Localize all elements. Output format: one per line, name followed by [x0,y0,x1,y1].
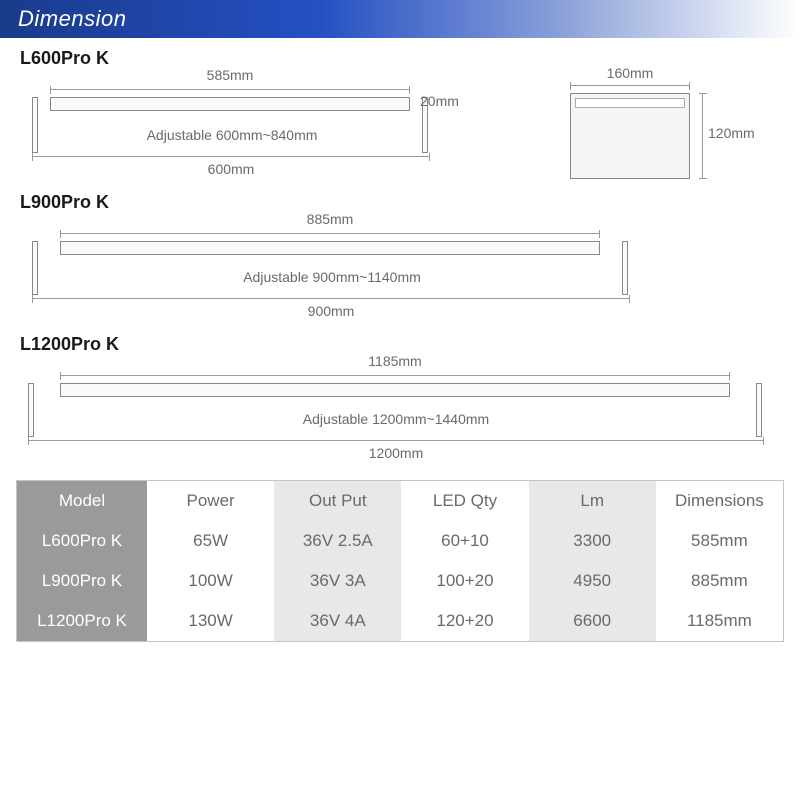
diagram-l600: 585mm 20mm Adjustable 600mm~840mm 600mm … [20,71,780,189]
top-width-label: 885mm [60,211,600,227]
top-dim-line [60,375,730,376]
table-row: 36V 4A [274,601,401,641]
diagram-l900: 885mm Adjustable 900mm~1140mm 900mm [20,215,780,331]
adjustable-label: Adjustable 900mm~1140mm [32,269,632,285]
side-box-outer [570,93,690,179]
th-ledqty: LED Qty [401,481,528,521]
table-row: 60+10 [401,521,528,561]
side-top-dim [570,85,690,86]
table-row: L600Pro K [17,521,147,561]
top-dim-line [50,89,410,90]
spec-table: Model Power Out Put LED Qty Lm Dimension… [16,480,784,642]
light-leg-right [622,241,628,295]
table-row: L900Pro K [17,561,147,601]
product-l900: L900Pro K 885mm Adjustable 900mm~1140mm … [20,192,780,328]
table-row: 585mm [656,521,783,561]
section-header: Dimension [0,0,800,38]
product-title: L1200Pro K [20,334,780,355]
light-leg-left [28,383,34,437]
bottom-dim-line [32,156,430,157]
top-width-label: 1185mm [60,353,730,369]
bottom-dim-line [28,440,764,441]
product-title: L900Pro K [20,192,780,213]
light-body [60,241,600,255]
base-width-label: 1200mm [28,445,764,461]
table-row: 4950 [529,561,656,601]
base-width-label: 600mm [32,161,430,177]
th-lm: Lm [529,481,656,521]
top-width-label: 585mm [50,67,410,83]
diagram-l1200: 1185mm Adjustable 1200mm~1440mm 1200mm [20,357,780,473]
top-dim-line [60,233,600,234]
table-row: 100+20 [401,561,528,601]
content-area: L600Pro K 585mm 20mm Adjustable 600mm~84… [0,38,800,470]
adjustable-label: Adjustable 1200mm~1440mm [28,411,764,427]
section-header-text: Dimension [18,6,126,31]
adjustable-label: Adjustable 600mm~840mm [32,127,432,143]
bottom-dim-line [32,298,630,299]
table-row: 36V 2.5A [274,521,401,561]
light-body [50,97,410,111]
light-leg-right [756,383,762,437]
table-row: 6600 [529,601,656,641]
table-row: 100W [147,561,274,601]
base-width-label: 900mm [32,303,630,319]
light-leg-left [32,241,38,295]
table-row: 120+20 [401,601,528,641]
table-row: 65W [147,521,274,561]
side-width-label: 160mm [570,65,690,81]
table-row: 3300 [529,521,656,561]
table-row: 36V 3A [274,561,401,601]
table-row: 130W [147,601,274,641]
product-l1200: L1200Pro K 1185mm Adjustable 1200mm~1440… [20,334,780,470]
side-height-label: 120mm [708,125,768,141]
table-row: 1185mm [656,601,783,641]
side-view: 160mm 120mm [550,71,750,189]
th-model: Model [17,481,147,521]
light-leg-left [32,97,38,153]
th-dimensions: Dimensions [656,481,783,521]
product-l600: L600Pro K 585mm 20mm Adjustable 600mm~84… [20,48,780,186]
side-box-top-strip [575,98,685,108]
th-power: Power [147,481,274,521]
light-body [60,383,730,397]
table-row: 885mm [656,561,783,601]
th-output: Out Put [274,481,401,521]
table-row: L1200Pro K [17,601,147,641]
side-height-dim [702,93,703,179]
thickness-label: 20mm [420,93,480,109]
